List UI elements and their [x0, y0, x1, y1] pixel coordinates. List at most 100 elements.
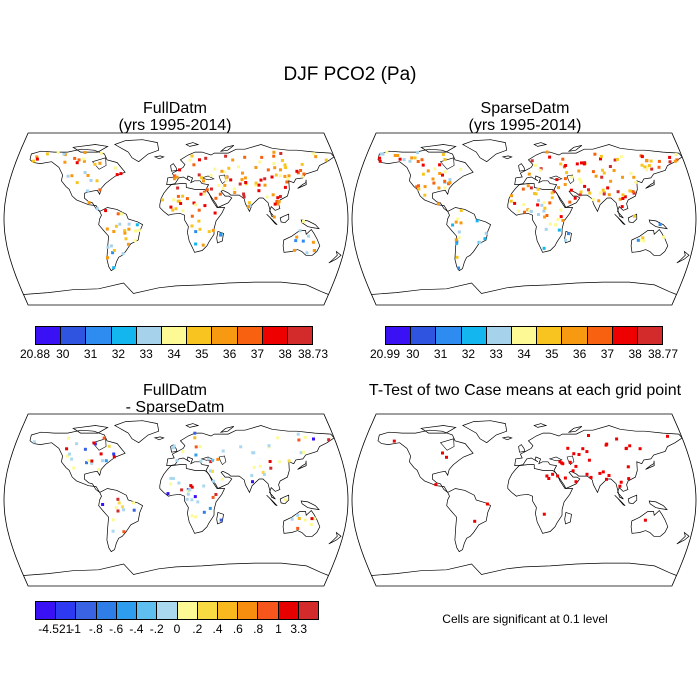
grid-cell-marker [181, 450, 185, 453]
grid-cell-marker [536, 203, 540, 207]
grid-cell-marker [225, 179, 229, 183]
grid-cell-marker [211, 469, 214, 473]
grid-cell-marker [247, 201, 251, 205]
grid-cell-marker [545, 150, 549, 154]
grid-cell-marker [278, 460, 282, 464]
colorbar-tick-label: -.6 [109, 622, 124, 636]
grid-cell-marker [527, 209, 531, 213]
grid-cell-marker [127, 222, 131, 226]
grid-cell-marker [175, 459, 179, 463]
grid-cell-marker [478, 241, 482, 245]
grid-cell-marker [402, 158, 406, 162]
colorbar-tick-label: -4.521 [38, 622, 73, 636]
coastline-hudson-bay [91, 157, 107, 170]
grid-cell-marker [569, 188, 573, 192]
grid-cell-marker [203, 204, 207, 208]
grid-cell-marker [634, 180, 638, 184]
grid-cell-marker [570, 175, 574, 179]
grid-cell-marker [621, 193, 625, 197]
grid-cell-marker [213, 167, 217, 171]
grid-cell-marker [302, 451, 306, 454]
colorbar-tick-label: .6 [232, 622, 243, 636]
grid-cell-marker [70, 174, 74, 178]
colorbar-swatch [238, 602, 259, 619]
coastline-australia [282, 228, 321, 256]
grid-cell-marker [312, 437, 315, 441]
colorbar-tick-label: 34 [167, 347, 181, 361]
grid-cell-marker [126, 242, 130, 246]
colorbar-swatch [262, 327, 288, 344]
grid-cell-marker [190, 224, 194, 228]
grid-cell-marker [459, 209, 463, 212]
grid-cell-marker [181, 209, 185, 213]
grid-cell-marker [628, 444, 632, 448]
grid-cell-marker [609, 179, 613, 183]
grid-cell-marker [607, 474, 611, 477]
grid-cell-marker [220, 477, 224, 481]
grid-cell-marker [674, 153, 678, 156]
map-ttest [351, 413, 697, 587]
grid-cell-marker [455, 239, 459, 243]
coastline-iceland [153, 155, 165, 160]
colorbar-swatch [278, 602, 299, 619]
grid-cell-marker [585, 472, 589, 476]
grid-cell-marker [381, 152, 385, 156]
coastline-africa [507, 464, 574, 534]
grid-cell-marker [599, 154, 603, 158]
coastline-north-america [377, 429, 474, 493]
grid-cell-marker [233, 191, 237, 194]
grid-cell-marker [561, 157, 565, 161]
grid-cell-marker [588, 191, 592, 195]
grid-cell-marker [567, 232, 570, 236]
grid-cell-marker [45, 152, 49, 156]
grid-cell-marker [642, 239, 646, 243]
grid-cell-marker [640, 155, 644, 159]
grid-cell-marker [398, 157, 402, 161]
panel-title-sparse-line2: (yrs 1995-2014) [468, 117, 582, 134]
grid-cell-marker [426, 169, 430, 173]
map-difference [3, 413, 349, 587]
colorbar-swatch [511, 327, 538, 344]
grid-cell-marker [95, 179, 99, 183]
grid-cell-marker [621, 175, 624, 179]
colorbar-tick-label: 37 [600, 347, 615, 361]
panel-title-diff: FullDatm - SparseDatm [25, 382, 325, 416]
grid-cell-marker [174, 207, 178, 211]
grid-cell-marker [473, 519, 477, 523]
grid-cell-marker [618, 484, 622, 488]
grid-cell-marker [641, 236, 645, 240]
coastline-svalbard [533, 423, 548, 428]
grid-cell-marker [536, 187, 540, 191]
grid-cell-marker [265, 195, 269, 199]
grid-cell-marker [290, 517, 294, 521]
coastline-australia [282, 509, 321, 537]
grid-cell-marker [212, 479, 216, 483]
grid-cell-marker [629, 171, 633, 175]
grid-cell-marker [242, 195, 246, 199]
colorbar-swatch [161, 327, 188, 344]
grid-cell-marker [542, 209, 546, 213]
grid-cell-marker [296, 171, 300, 175]
grid-cell-marker [577, 169, 581, 173]
grid-cell-marker [559, 208, 563, 212]
grid-cell-marker [115, 173, 119, 177]
globe-outline [351, 132, 697, 306]
colorbar-swatch [461, 327, 487, 344]
coastline-madagascar [216, 511, 224, 525]
grid-cell-marker [607, 193, 611, 197]
significance-note: Cells are significant at 0.1 level [442, 612, 608, 626]
globe-outline [3, 413, 349, 587]
grid-cell-marker [279, 152, 283, 155]
coastline-arctic-islands [420, 144, 457, 153]
grid-cell-marker [248, 204, 252, 207]
grid-cell-marker [608, 165, 612, 168]
coastline-australia [630, 228, 669, 256]
grid-cell-marker [250, 474, 254, 477]
grid-cell-marker [171, 477, 175, 480]
grid-cell-marker [606, 186, 610, 190]
grid-cell-marker [438, 172, 442, 175]
grid-cell-marker [286, 177, 290, 181]
grid-cell-marker [179, 202, 183, 205]
grid-cell-marker [582, 162, 586, 166]
grid-cell-marker [615, 437, 619, 441]
